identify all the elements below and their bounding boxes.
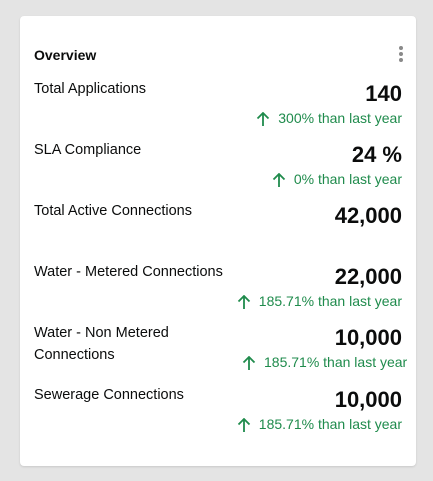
metric-label: SLA Compliance bbox=[34, 142, 142, 158]
metric-trend: 300% than last year bbox=[256, 107, 402, 129]
metric-value: 10,000 bbox=[334, 387, 402, 412]
metric-label: Total Applications bbox=[34, 81, 147, 97]
more-vertical-icon[interactable] bbox=[397, 46, 405, 62]
metric-water-non-metered: Water - Non Metered Connections 10,000 1… bbox=[34, 322, 407, 394]
metric-trend-text: 185.71% than last year bbox=[264, 354, 408, 370]
metric-trend: 0% than last year bbox=[272, 168, 402, 190]
metric-trend-text: 185.71% than last year bbox=[258, 416, 402, 432]
arrow-up-icon bbox=[242, 355, 256, 370]
metric-sla-compliance: SLA Compliance 24 % 0% than last year bbox=[34, 139, 402, 189]
arrow-up-icon bbox=[237, 294, 250, 309]
metric-total-active-connections: Total Active Connections 42,000 bbox=[34, 200, 402, 240]
card-title: Overview bbox=[34, 47, 97, 63]
metric-label: Water - Non Metered Connections bbox=[34, 325, 169, 363]
metric-trend-text: 0% than last year bbox=[293, 171, 402, 187]
arrow-up-icon bbox=[272, 172, 285, 187]
metric-trend-text: 300% than last year bbox=[278, 110, 402, 126]
metric-label: Total Active Connections bbox=[34, 203, 192, 219]
metric-total-applications: Total Applications 140 300% than last ye… bbox=[34, 78, 402, 128]
metric-trend: 185.71% than last year bbox=[237, 413, 402, 435]
metric-value: 42,000 bbox=[334, 203, 402, 228]
metric-water-metered: Water - Metered Connections 22,000 185.7… bbox=[34, 261, 402, 311]
metric-trend: 185.71% than last year bbox=[240, 351, 408, 373]
metric-value: 10,000 bbox=[334, 325, 402, 350]
metric-value: 22,000 bbox=[334, 264, 402, 289]
arrow-up-icon bbox=[237, 417, 250, 432]
metric-label: Water - Metered Connections bbox=[34, 264, 223, 280]
arrow-up-icon bbox=[257, 111, 270, 126]
metric-value: 140 bbox=[365, 81, 402, 106]
metric-sewerage-connections: Sewerage Connections 10,000 185.71% than… bbox=[34, 384, 402, 434]
metric-trend: 185.71% than last year bbox=[237, 290, 402, 312]
metric-label: Sewerage Connections bbox=[34, 387, 184, 403]
metric-value: 24 % bbox=[351, 142, 402, 167]
overview-card: Overview Total Applications 140 300% tha… bbox=[20, 16, 416, 466]
metric-trend-text: 185.71% than last year bbox=[258, 293, 402, 309]
